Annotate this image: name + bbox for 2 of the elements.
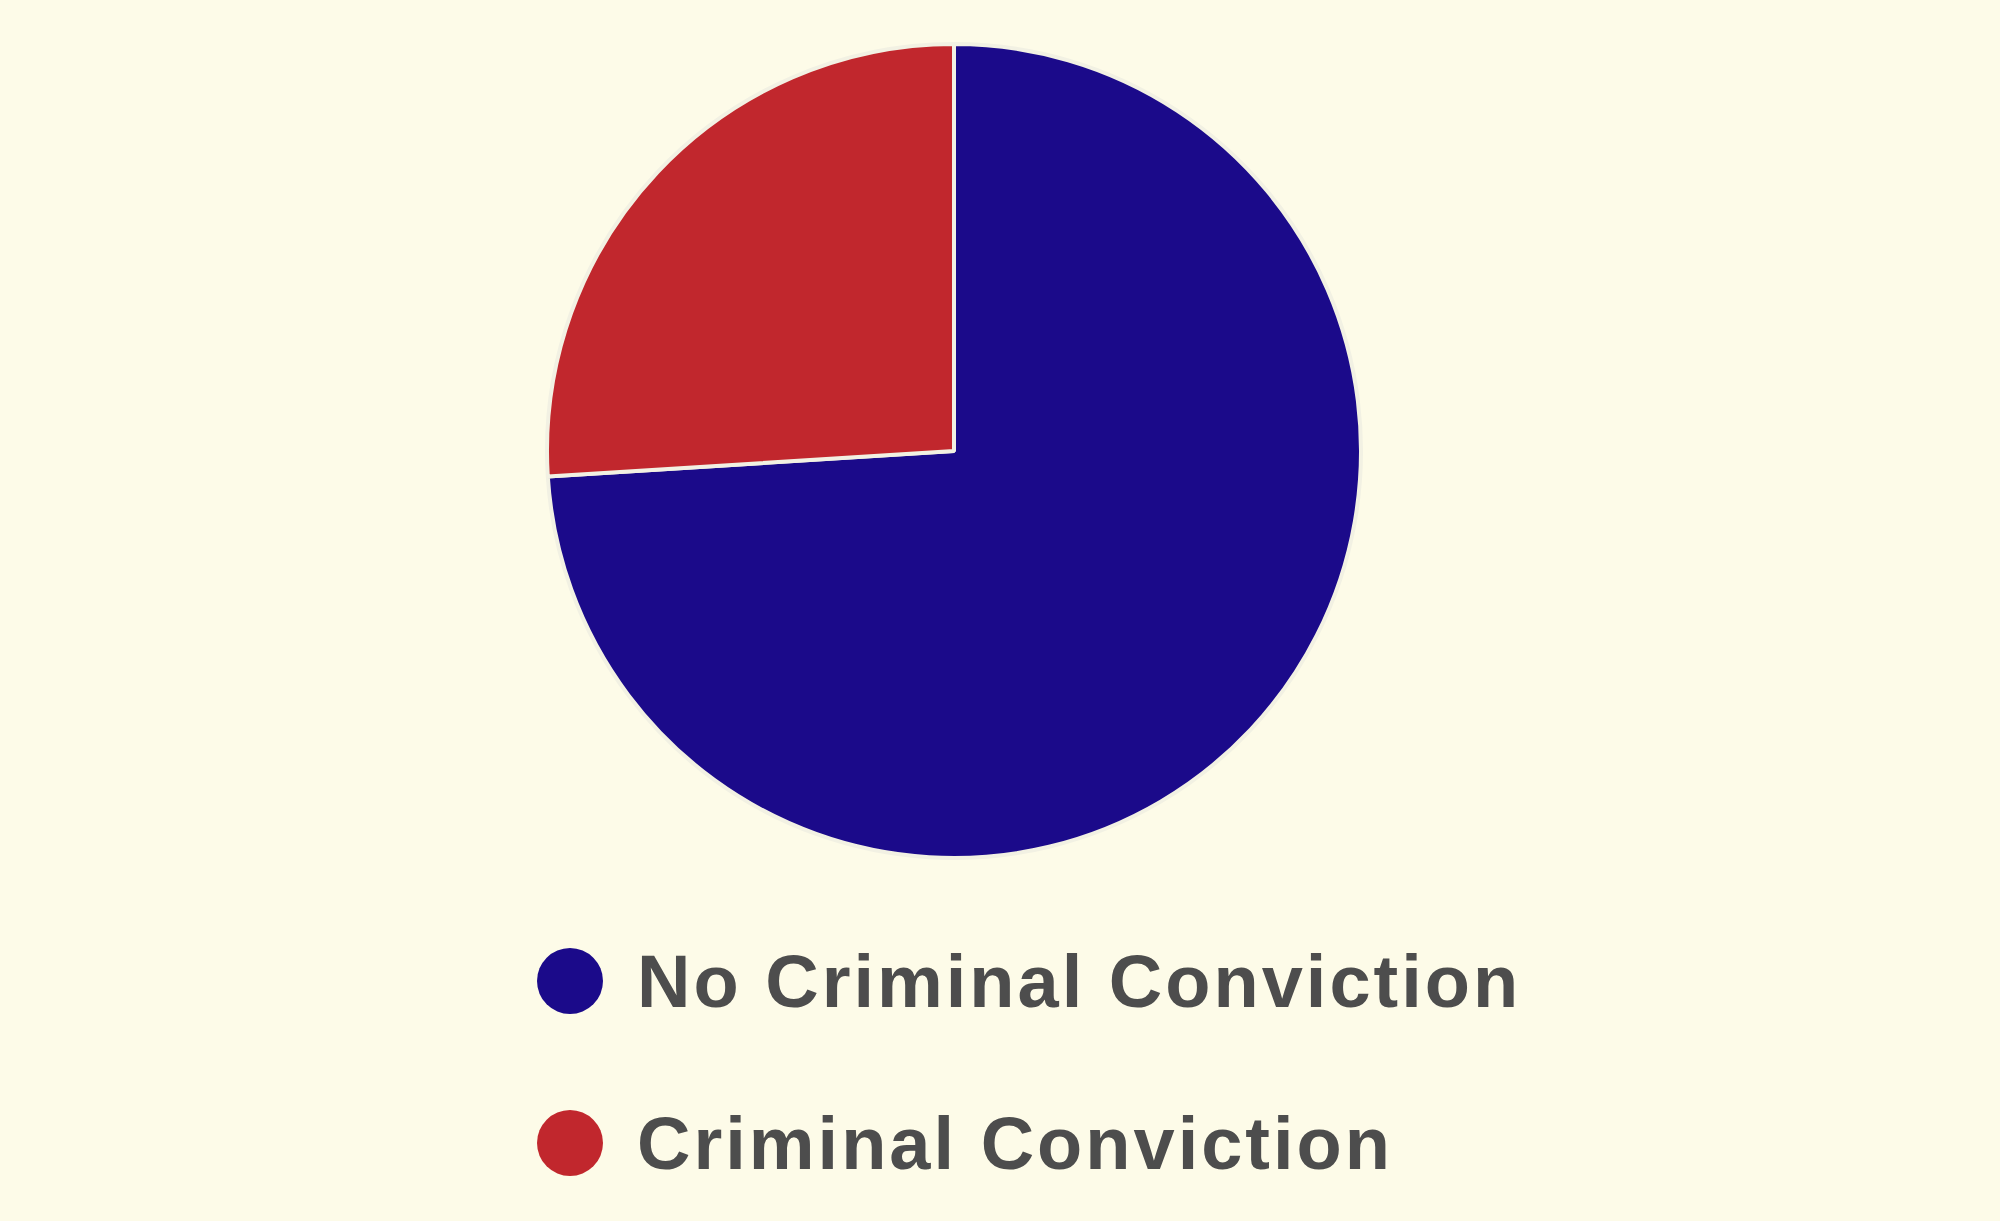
legend-label: Criminal Conviction <box>637 1100 1393 1186</box>
legend-label: No Criminal Conviction <box>637 938 1522 1024</box>
